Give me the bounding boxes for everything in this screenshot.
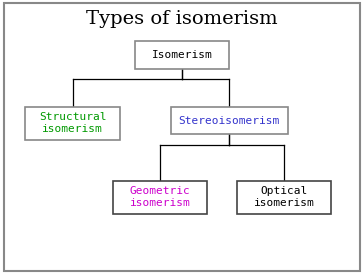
Text: Optical
isomerism: Optical isomerism (254, 187, 314, 208)
FancyBboxPatch shape (237, 181, 331, 214)
Text: Types of isomerism: Types of isomerism (86, 10, 278, 28)
FancyBboxPatch shape (171, 107, 288, 134)
Text: Structural
isomerism: Structural isomerism (39, 113, 107, 134)
Text: Isomerism: Isomerism (152, 50, 212, 60)
FancyBboxPatch shape (135, 41, 229, 68)
FancyBboxPatch shape (25, 107, 120, 140)
Text: Stereoisomerism: Stereoisomerism (179, 116, 280, 125)
FancyBboxPatch shape (113, 181, 207, 214)
Text: Geometric
isomerism: Geometric isomerism (130, 187, 190, 208)
